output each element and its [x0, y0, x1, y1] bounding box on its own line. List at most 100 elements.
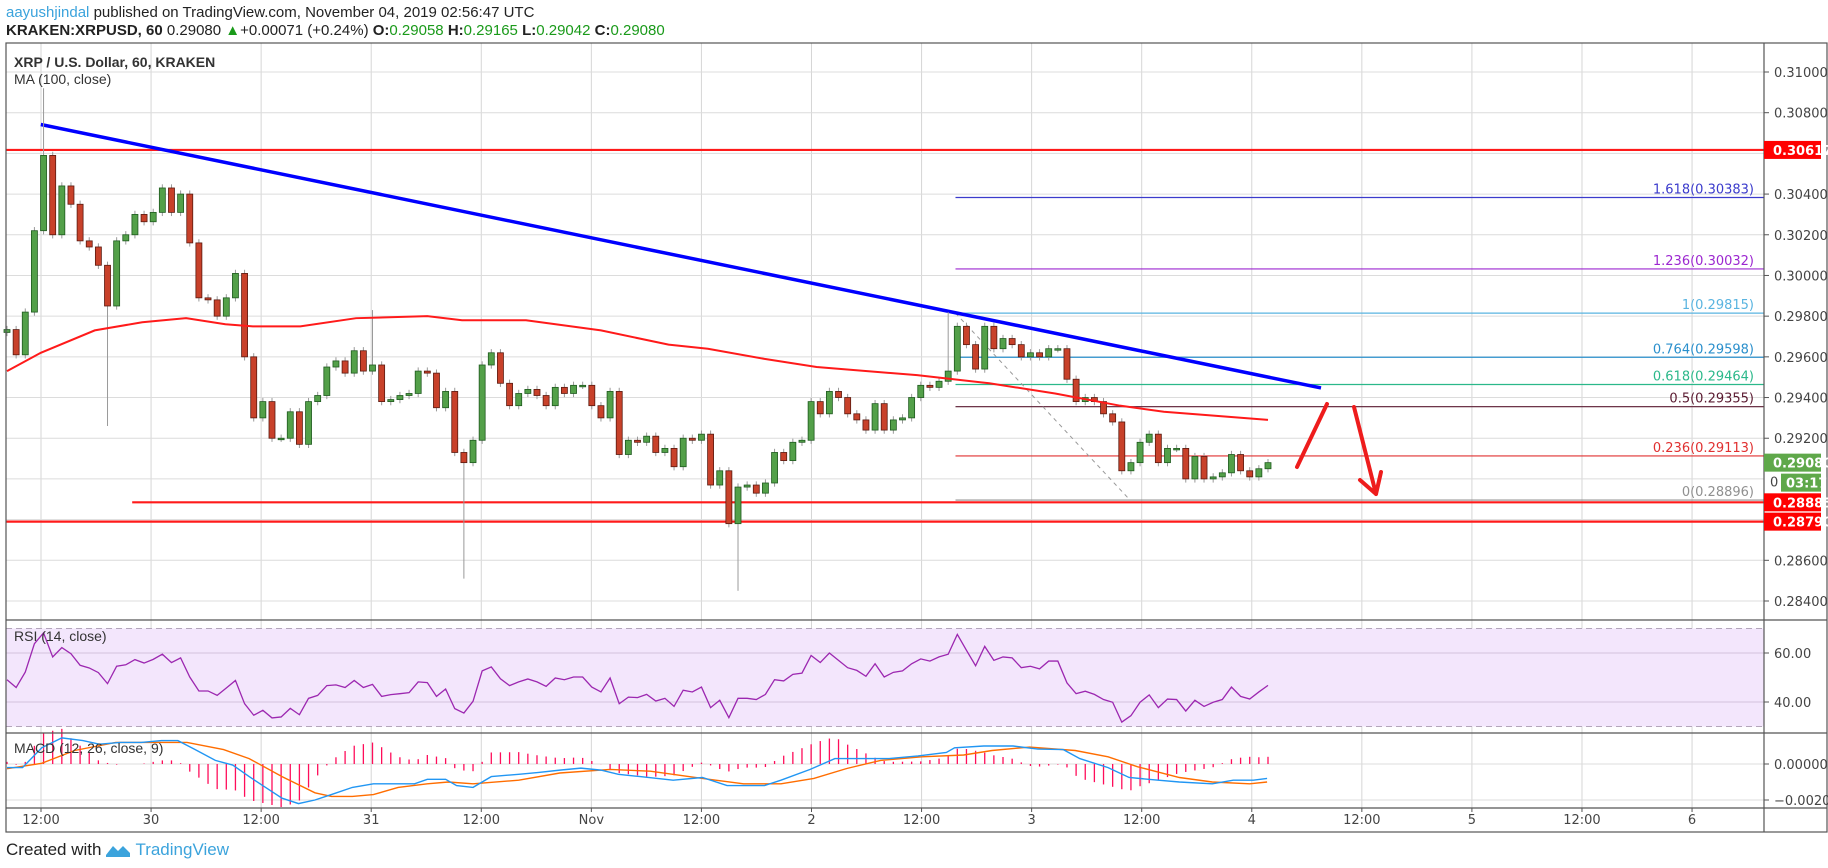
fib-label: 0.5(0.29355) [1669, 392, 1754, 407]
axes: 12:00 30 12:00 31 12:00 Nov 12:00 2 12:00 3 12:00 4… [5, 42, 1828, 833]
price-label: 0.30800 [1774, 107, 1828, 122]
candle-down [972, 344, 979, 370]
created-with-label: Created with [6, 840, 102, 859]
price-tag [1764, 140, 1821, 159]
price-tag-label: 0.28885 [1773, 496, 1828, 511]
symbol-line: KRAKEN:XRPUSD, 60 0.29080 ▲+0.00071 (+0.… [6, 22, 665, 39]
candle-up [935, 380, 943, 388]
open-label: O: [372, 22, 390, 39]
macd-legend[interactable]: MACD (12, 26, close, 9) [14, 740, 163, 756]
candle-up [414, 370, 422, 394]
time-label: 3 [1027, 813, 1035, 828]
candle-down [990, 325, 998, 350]
candle-down [213, 299, 221, 317]
candle-up [798, 439, 806, 443]
candle-up [286, 411, 294, 439]
candle-up [899, 417, 906, 421]
author-link[interactable]: aayushjindal [6, 4, 90, 21]
candle-up [1255, 468, 1263, 478]
candle-down [533, 388, 541, 396]
candle-down [588, 384, 596, 407]
candle-up [743, 484, 751, 488]
tradingview-link[interactable]: TradingView [135, 840, 229, 859]
candle-down [359, 350, 367, 372]
candle-up [981, 325, 989, 370]
countdown-label: 03:17 [1786, 477, 1827, 492]
candle-up [149, 211, 157, 223]
time-label: 2 [807, 813, 815, 828]
close-label: C: [594, 22, 611, 39]
high-value: 0.29165 [463, 22, 518, 39]
candle-up [999, 338, 1007, 350]
price-label: 0.30400 [1774, 188, 1828, 203]
candle-up [570, 384, 577, 394]
candle-up [807, 401, 815, 441]
candle-down [880, 403, 888, 431]
candle-up [661, 448, 669, 453]
candle-down [1237, 454, 1244, 472]
candle-down [652, 435, 660, 453]
candle-up [1027, 352, 1034, 358]
candle-up [643, 435, 651, 443]
candle-up [944, 370, 952, 382]
candle-up [1264, 462, 1272, 470]
candle-down [241, 273, 248, 358]
candle-up [442, 391, 450, 409]
candle-down [268, 401, 276, 439]
candle-up [789, 441, 797, 462]
candle-up [953, 325, 961, 372]
rsi-band-fill [6, 628, 1764, 727]
candle-up [871, 403, 879, 431]
ma-legend[interactable]: MA (100, close) [14, 71, 111, 87]
candle-up [1218, 472, 1226, 478]
price-label: 0.28600 [1774, 554, 1828, 569]
low-label: L: [522, 22, 537, 39]
candle-down [1063, 348, 1071, 380]
candle-up [405, 393, 413, 396]
time-label: Nov [579, 813, 605, 828]
price-label: 0.29600 [1774, 351, 1828, 366]
candle-down [250, 356, 258, 419]
last-price: 0.29080 [166, 22, 222, 39]
candle-up [113, 240, 121, 307]
candle-down [1118, 421, 1126, 472]
candle-down [542, 395, 550, 407]
fib-label: 0.236(0.29113) [1653, 441, 1754, 456]
candle-down [1182, 448, 1190, 480]
current-price-tag [1764, 453, 1821, 472]
price-label: 0.29800 [1774, 310, 1828, 325]
countdown-tag [1781, 473, 1821, 492]
candle-down [423, 370, 431, 374]
candle-up [350, 350, 358, 374]
candle-up [369, 364, 376, 372]
price-label: 0.29400 [1774, 392, 1828, 407]
candle-up [396, 395, 404, 400]
time-label: 12:00 [463, 813, 500, 828]
macd-signal-line [6, 741, 1268, 798]
candle-up [698, 433, 705, 441]
price-label: 0.29200 [1774, 432, 1828, 447]
candle-up [21, 311, 29, 356]
chart-frame [5, 42, 1828, 833]
candle-up [716, 470, 724, 486]
candle-down [195, 242, 203, 299]
price-tag-label: 0.30617 [1773, 144, 1828, 159]
fib-label: 0.764(0.29598) [1653, 342, 1754, 357]
rsi-legend[interactable]: RSI (14, close) [14, 628, 107, 644]
candle-down [1154, 433, 1162, 464]
candle-down [707, 433, 715, 486]
candle-up [259, 401, 267, 419]
low-value: 0.29042 [536, 22, 591, 39]
candle-down [1008, 338, 1016, 346]
candle-down [670, 448, 678, 468]
candle-up [551, 386, 559, 407]
candle-down [816, 401, 824, 415]
publish-info: published on TradingView.com, November 0… [93, 4, 535, 21]
candle-up [177, 193, 185, 213]
candle-up [31, 230, 38, 313]
drawings: 1.618(0.30383) 1.236(0.30032) 1(0.29815) 0.… [6, 122, 1764, 523]
candle-down [497, 352, 504, 384]
candle-down [862, 419, 870, 431]
